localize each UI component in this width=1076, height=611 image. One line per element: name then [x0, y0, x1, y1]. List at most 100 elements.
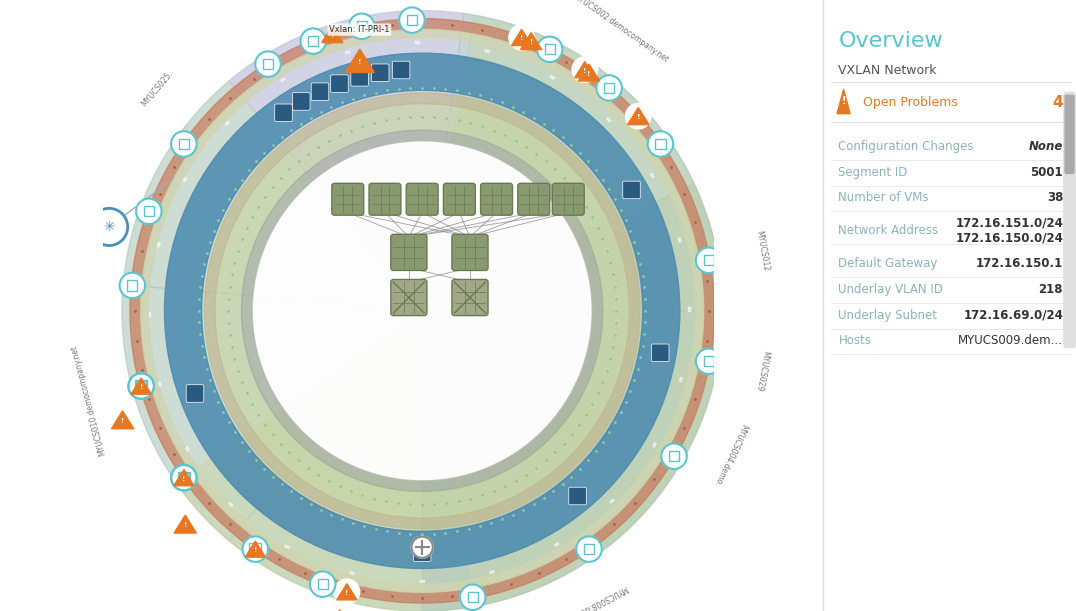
- Bar: [679, 377, 683, 382]
- Text: VXLAN Network: VXLAN Network: [838, 64, 937, 77]
- FancyBboxPatch shape: [481, 183, 512, 215]
- Wedge shape: [422, 13, 722, 611]
- Circle shape: [577, 536, 601, 562]
- Circle shape: [300, 28, 326, 54]
- Wedge shape: [122, 285, 422, 541]
- Circle shape: [310, 571, 336, 597]
- Polygon shape: [131, 378, 152, 394]
- Text: !: !: [587, 71, 591, 76]
- Circle shape: [128, 373, 154, 399]
- Wedge shape: [422, 311, 722, 503]
- Bar: [604, 83, 614, 93]
- Circle shape: [696, 348, 721, 374]
- FancyBboxPatch shape: [274, 104, 293, 122]
- Bar: [158, 382, 161, 387]
- Circle shape: [459, 585, 485, 610]
- Bar: [280, 78, 285, 82]
- Bar: [178, 472, 189, 483]
- Bar: [179, 472, 189, 483]
- Text: Default Gateway: Default Gateway: [838, 257, 938, 271]
- Polygon shape: [579, 64, 599, 81]
- Polygon shape: [837, 89, 850, 114]
- Text: !: !: [184, 522, 187, 529]
- Bar: [185, 446, 189, 452]
- Polygon shape: [337, 584, 357, 600]
- Bar: [250, 543, 261, 555]
- Text: MYUCS004.demo.: MYUCS004.demo.: [712, 422, 749, 487]
- Circle shape: [242, 536, 268, 562]
- Bar: [652, 442, 656, 448]
- Circle shape: [171, 465, 197, 491]
- Text: Open Problems: Open Problems: [863, 96, 958, 109]
- Bar: [584, 544, 594, 554]
- Bar: [284, 544, 289, 549]
- Bar: [263, 59, 273, 69]
- Bar: [179, 139, 189, 149]
- Bar: [356, 21, 367, 31]
- Circle shape: [90, 208, 128, 246]
- Wedge shape: [422, 311, 652, 607]
- FancyBboxPatch shape: [518, 183, 550, 215]
- Circle shape: [252, 141, 592, 481]
- Polygon shape: [174, 515, 197, 533]
- Text: !: !: [520, 35, 523, 42]
- Circle shape: [596, 75, 622, 101]
- Polygon shape: [521, 32, 541, 49]
- Text: !: !: [637, 114, 640, 120]
- Bar: [606, 117, 611, 122]
- Circle shape: [136, 199, 161, 224]
- Circle shape: [171, 465, 197, 491]
- Bar: [688, 307, 691, 312]
- Bar: [127, 280, 138, 291]
- Circle shape: [171, 131, 197, 156]
- Text: 172.16.151.0/24
172.16.150.0/24: 172.16.151.0/24 172.16.150.0/24: [955, 217, 1063, 245]
- Text: None: None: [1029, 140, 1063, 153]
- Text: !: !: [182, 476, 185, 481]
- Bar: [655, 139, 666, 149]
- Text: ✳: ✳: [103, 220, 115, 234]
- Bar: [148, 312, 152, 317]
- Text: 172.16.150.1: 172.16.150.1: [976, 257, 1063, 271]
- Bar: [550, 75, 555, 80]
- Bar: [704, 255, 713, 265]
- Bar: [350, 571, 355, 575]
- Text: MYUCS009.dem...: MYUCS009.dem...: [959, 334, 1063, 348]
- Circle shape: [242, 536, 268, 562]
- Bar: [420, 580, 425, 583]
- Bar: [136, 381, 146, 391]
- Bar: [468, 592, 478, 602]
- Wedge shape: [176, 311, 722, 611]
- Wedge shape: [122, 10, 722, 611]
- Bar: [317, 579, 328, 589]
- Polygon shape: [112, 411, 133, 429]
- FancyBboxPatch shape: [452, 279, 489, 316]
- Text: Underlay VLAN ID: Underlay VLAN ID: [838, 283, 944, 296]
- Text: Configuration Changes: Configuration Changes: [838, 140, 974, 153]
- Text: 4: 4: [1052, 95, 1063, 110]
- Polygon shape: [627, 108, 649, 125]
- Text: 38: 38: [1047, 191, 1063, 205]
- Text: 172.16.69.0/24: 172.16.69.0/24: [963, 309, 1063, 322]
- Wedge shape: [422, 184, 722, 311]
- Wedge shape: [422, 15, 694, 311]
- Text: !: !: [841, 97, 846, 106]
- FancyBboxPatch shape: [651, 344, 669, 362]
- Bar: [669, 451, 679, 461]
- Circle shape: [171, 465, 197, 491]
- Bar: [490, 570, 495, 574]
- FancyBboxPatch shape: [569, 487, 586, 505]
- Text: Vxlan: IT-PRI-1: Vxlan: IT-PRI-1: [329, 25, 390, 34]
- Circle shape: [572, 57, 597, 82]
- Polygon shape: [575, 62, 595, 78]
- Circle shape: [255, 51, 281, 77]
- FancyBboxPatch shape: [443, 183, 476, 215]
- Bar: [183, 177, 187, 182]
- Text: 218: 218: [1038, 283, 1063, 296]
- Bar: [136, 380, 147, 392]
- Text: MYUCS010.democompany.net: MYUCS010.democompany.net: [70, 344, 108, 456]
- Text: !: !: [345, 590, 349, 596]
- Circle shape: [696, 247, 721, 273]
- FancyBboxPatch shape: [331, 183, 364, 215]
- Wedge shape: [229, 10, 464, 311]
- Bar: [345, 51, 351, 54]
